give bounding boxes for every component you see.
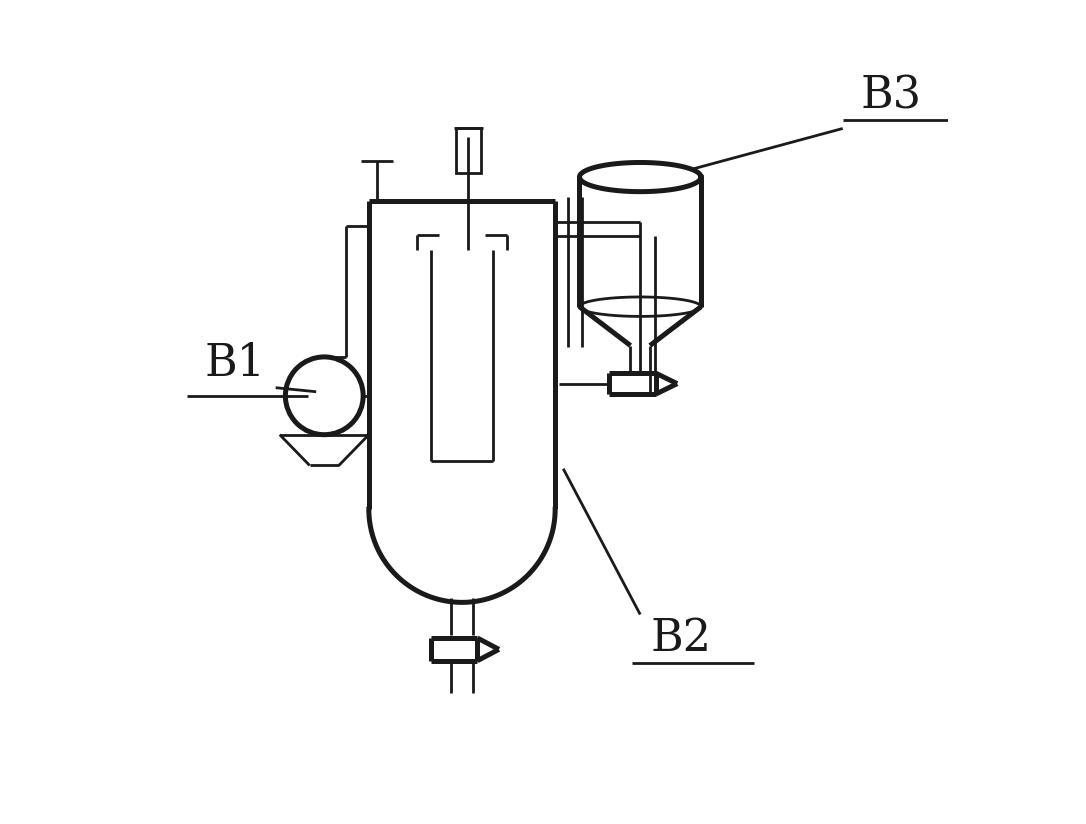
Text: B3: B3 [861, 74, 922, 118]
Text: B2: B2 [651, 617, 711, 660]
Bar [455, 129, 481, 173]
Text: B1: B1 [204, 342, 266, 385]
